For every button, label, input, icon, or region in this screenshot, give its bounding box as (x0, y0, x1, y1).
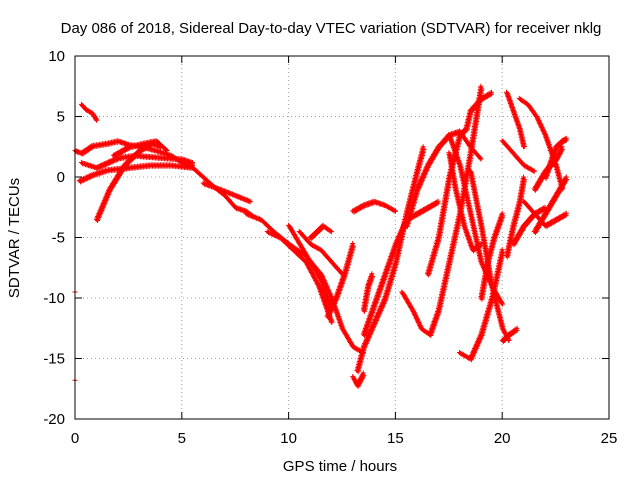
x-tick-label: 20 (494, 430, 511, 447)
x-tick-label: 0 (71, 430, 79, 447)
y-tick-label: 10 (48, 48, 65, 65)
data-point (350, 241, 356, 247)
y-tick-label: 5 (57, 109, 65, 126)
y-tick-label: 0 (57, 169, 65, 186)
data-point (350, 243, 356, 249)
data-point (189, 159, 195, 165)
data-point (328, 228, 334, 234)
grid-lines (75, 56, 609, 419)
y-tick-label: -20 (43, 411, 65, 428)
data-point (360, 370, 366, 376)
data-point (93, 117, 99, 123)
x-tick-label: 10 (280, 430, 297, 447)
chart-title: Day 086 of 2018, Sidereal Day-to-day VTE… (61, 20, 602, 37)
data-points (72, 83, 570, 389)
y-axis-label: SDTVAR / TECUs (6, 178, 23, 298)
y-tick-label: -15 (43, 351, 65, 368)
x-axis-label: GPS time / hours (283, 458, 397, 475)
data-point (164, 147, 170, 153)
y-tick-label: -5 (52, 230, 65, 247)
x-tick-label: 5 (178, 430, 186, 447)
data-point (328, 319, 334, 325)
x-tick-label: 25 (601, 430, 618, 447)
y-tick-label: -10 (43, 290, 65, 307)
x-tick-label: 15 (387, 430, 404, 447)
data-point (247, 198, 253, 204)
